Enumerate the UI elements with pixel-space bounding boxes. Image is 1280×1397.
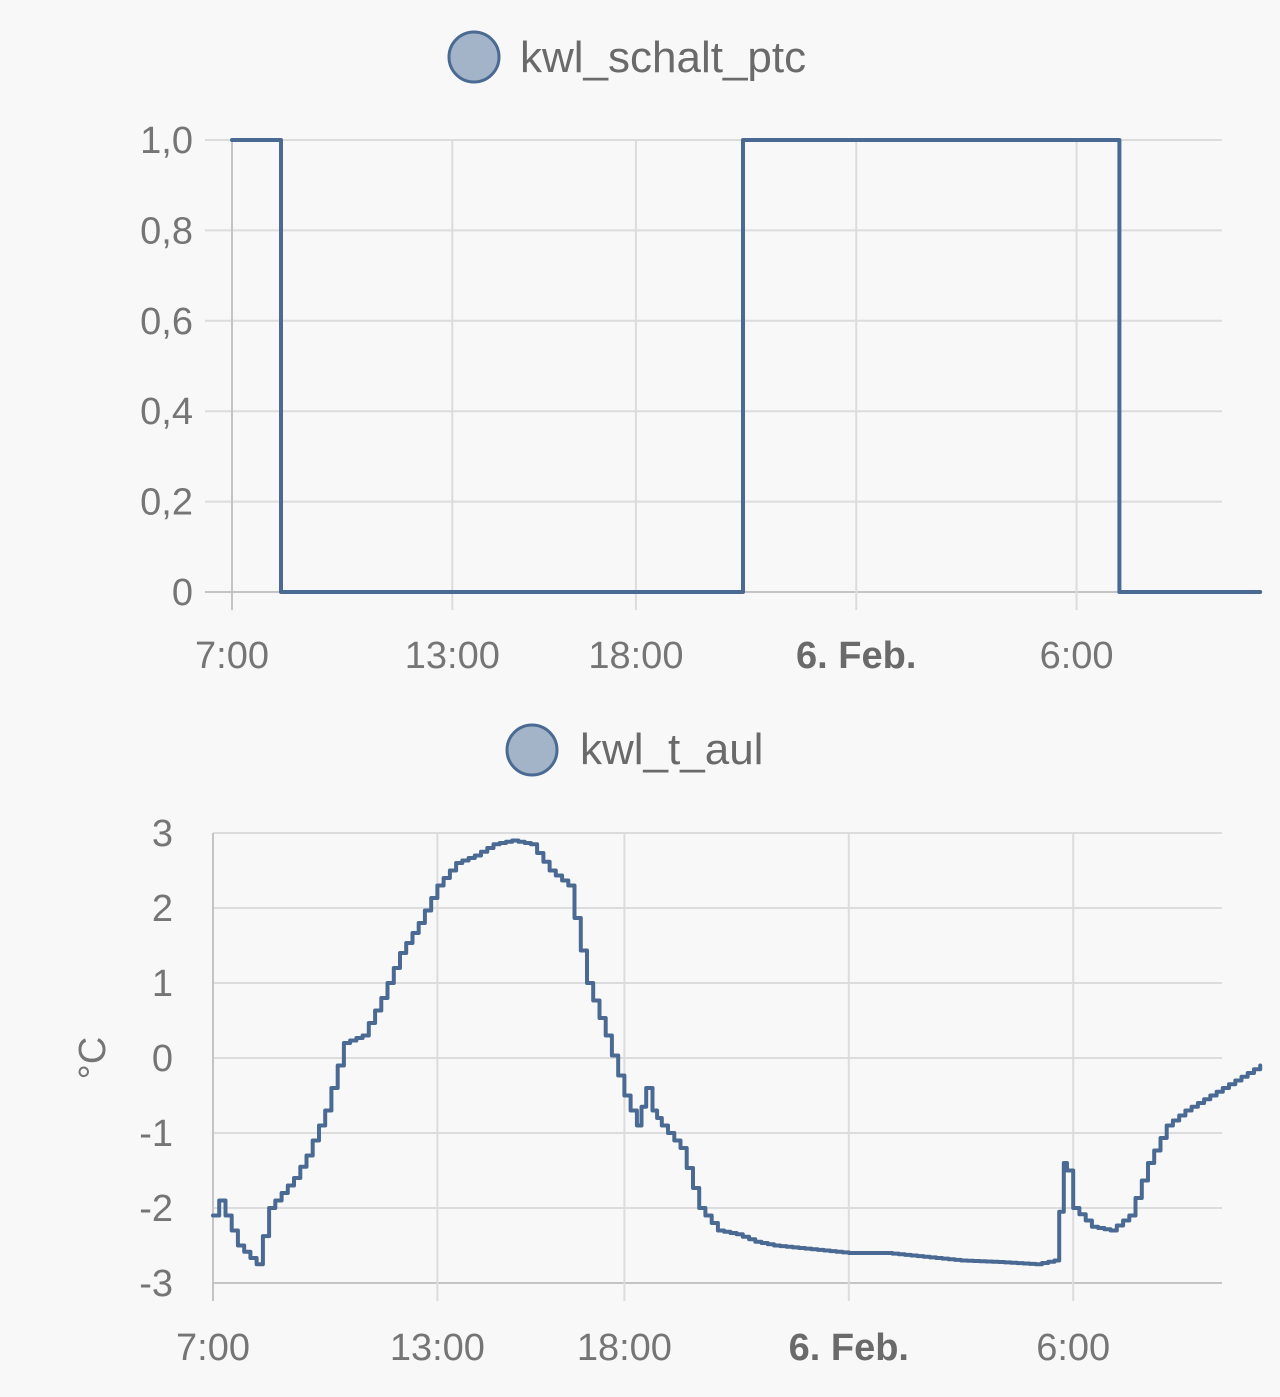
x-tick-label: 7:00	[195, 635, 269, 677]
y-tick-label: 0	[152, 1038, 173, 1080]
x-axis-ticks: 7:00 13:00 18:00 6. Feb. 6:00	[195, 635, 1114, 677]
y-tick-label: 0,8	[140, 210, 193, 252]
x-tick-label: 18:00	[577, 1327, 672, 1369]
y-tick-label: -1	[139, 1113, 173, 1155]
y-axis-ticks: 1,0 0,8 0,6 0,4 0,2 0	[140, 120, 193, 614]
legend-marker-ptc	[447, 30, 501, 84]
y-tick-label: 2	[152, 888, 173, 930]
legend-label-t-aul: kwl_t_aul	[580, 725, 763, 774]
x-tick-label: 6. Feb.	[789, 1327, 909, 1369]
x-tick-label: 7:00	[176, 1327, 250, 1369]
grid	[212, 832, 1222, 1301]
legend-label-ptc: kwl_schalt_ptc	[520, 33, 806, 82]
y-tick-label: 0	[172, 572, 193, 614]
x-tick-label: 6:00	[1036, 1327, 1110, 1369]
chart-t-aul: kwl_t_aul °C 3 2 1 0 -1 -2 -3 7:00 13:00 18:00 6.…	[72, 723, 1263, 1369]
y-axis-ticks: 3 2 1 0 -1 -2 -3	[139, 813, 173, 1305]
legend-t-aul[interactable]: kwl_t_aul	[505, 723, 763, 777]
chart-ptc-switch: kwl_schalt_ptc 1,0 0,8 0,6 0,4 0,2 0 7:00 13:0…	[140, 30, 1263, 677]
series-line-ptc	[230, 138, 1263, 594]
x-tick-label: 18:00	[588, 635, 683, 677]
y-tick-label: 1,0	[140, 120, 193, 162]
y-tick-label: -3	[139, 1263, 173, 1305]
y-tick-label: -2	[139, 1188, 173, 1230]
x-tick-label: 13:00	[405, 635, 500, 677]
series-line-t-aul	[211, 838, 1263, 1267]
legend-marker-t-aul	[505, 723, 559, 777]
x-tick-label: 13:00	[390, 1327, 485, 1369]
y-tick-label: 0,6	[140, 301, 193, 343]
x-tick-label: 6. Feb.	[796, 635, 916, 677]
x-tick-label: 6:00	[1040, 635, 1114, 677]
x-axis-ticks: 7:00 13:00 18:00 6. Feb. 6:00	[176, 1327, 1110, 1369]
y-tick-label: 1	[152, 963, 173, 1005]
y-axis-unit-label: °C	[72, 1037, 114, 1080]
grid	[205, 139, 1222, 610]
y-tick-label: 0,4	[140, 391, 193, 433]
y-tick-label: 0,2	[140, 482, 193, 524]
y-tick-label: 3	[152, 813, 173, 855]
legend-ptc[interactable]: kwl_schalt_ptc	[447, 30, 806, 84]
